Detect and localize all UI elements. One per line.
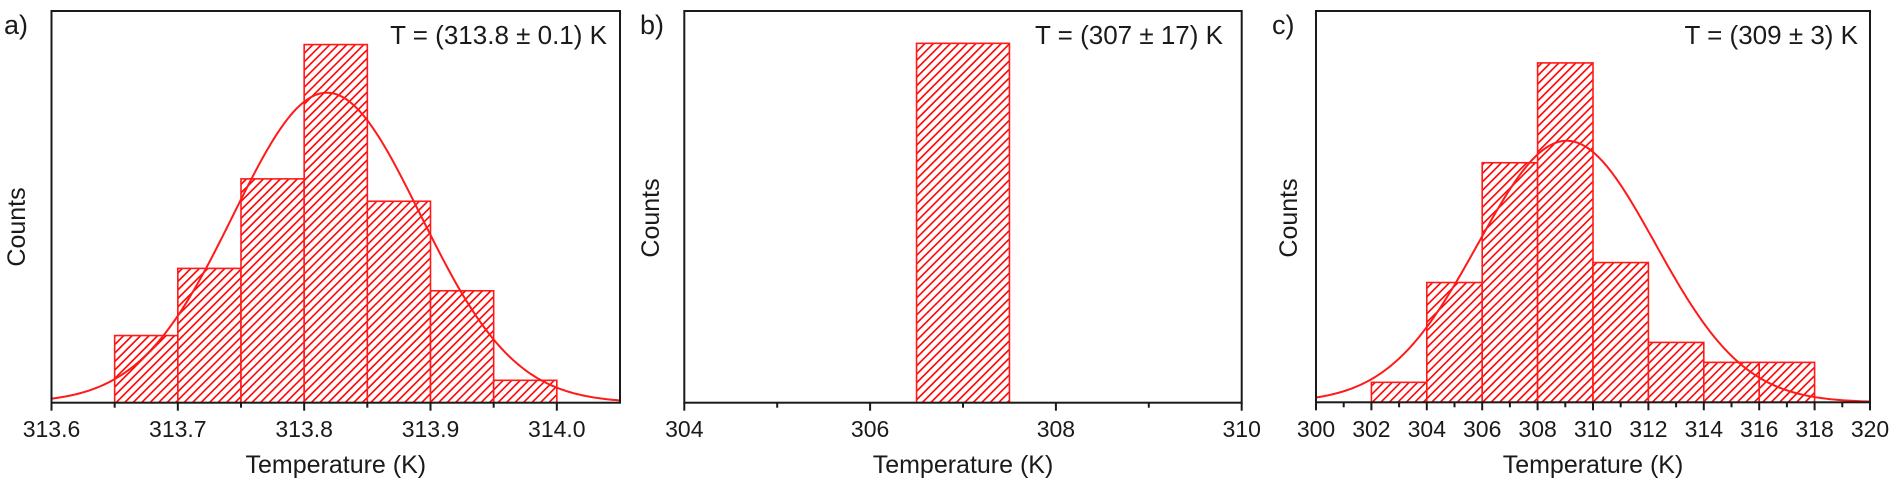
panel-label: a) xyxy=(4,10,28,40)
y-axis-title: Counts xyxy=(1275,178,1303,257)
x-tick-label: 313.6 xyxy=(23,416,81,442)
histogram-bar xyxy=(1647,341,1705,404)
bars-layer xyxy=(113,43,558,404)
gaussian-fit-curve xyxy=(51,91,621,402)
fit-annotation: T = (309 ± 3) K xyxy=(1685,20,1859,50)
x-axis-ticks: 300 302 304 306 308 310 312 314 316 318 320 xyxy=(1297,402,1889,442)
panel-c: c) 300 302 304 306 308 310 312 314 316 318 320 T =… xyxy=(1272,10,1889,479)
histogram-bar xyxy=(303,43,369,404)
fit-annotation: T = (307 ± 17) K xyxy=(1035,20,1224,50)
x-axis-title: Temperature (K) xyxy=(873,451,1054,479)
x-tick-label: 314.0 xyxy=(528,416,586,442)
x-tick-label: 312 xyxy=(1629,416,1667,442)
x-axis-title: Temperature (K) xyxy=(245,451,426,479)
x-tick-label: 318 xyxy=(1795,416,1833,442)
x-tick-label: 306 xyxy=(1463,416,1501,442)
x-axis-ticks: 304 306 308 310 xyxy=(665,402,1261,442)
panel-a: a) 313.6 313.7 313.8 313.9 314.0 T = (313.8 … xyxy=(3,10,621,479)
histogram-bar xyxy=(1536,62,1594,404)
histogram-bar xyxy=(1703,361,1761,404)
histogram-bar xyxy=(113,334,179,404)
x-tick-label: 304 xyxy=(1408,416,1447,442)
x-tick-label: 308 xyxy=(1037,416,1075,442)
x-tick-label: 320 xyxy=(1851,416,1889,442)
x-tick-label: 316 xyxy=(1740,416,1778,442)
y-axis-title: Counts xyxy=(3,187,31,266)
gaussian-fit-curve xyxy=(1315,139,1871,403)
histogram-bar xyxy=(177,267,242,404)
x-tick-label: 302 xyxy=(1352,416,1390,442)
x-tick-label: 314 xyxy=(1685,416,1724,442)
x-tick-label: 306 xyxy=(851,416,889,442)
bars-layer xyxy=(1370,62,1816,404)
bars-layer xyxy=(915,42,1011,404)
y-axis-title: Counts xyxy=(637,178,665,257)
plot-frame xyxy=(50,10,621,404)
histogram-bar xyxy=(1370,381,1428,404)
histogram-bar xyxy=(366,200,432,404)
histogram-bar xyxy=(1426,281,1484,404)
panel-label: b) xyxy=(640,10,664,40)
x-tick-label: 300 xyxy=(1297,416,1335,442)
histogram-bar xyxy=(915,42,1011,404)
x-tick-label: 310 xyxy=(1574,416,1612,442)
x-tick-label: 310 xyxy=(1223,416,1261,442)
histogram-bar xyxy=(240,178,305,404)
panel-label: c) xyxy=(1272,10,1295,40)
x-axis-ticks: 313.6 313.7 313.8 313.9 314.0 xyxy=(23,402,586,442)
histogram-bar xyxy=(1481,161,1539,404)
x-tick-label: 308 xyxy=(1518,416,1556,442)
x-tick-label: 313.9 xyxy=(402,416,460,442)
x-tick-label: 313.7 xyxy=(149,416,207,442)
x-axis-title: Temperature (K) xyxy=(1503,451,1684,479)
histogram-bar xyxy=(1592,261,1650,404)
panel-b: b) 304 306 308 310 T = (307 ± 17) K Tempera… xyxy=(637,10,1261,479)
x-tick-label: 313.8 xyxy=(275,416,333,442)
x-tick-label: 304 xyxy=(665,416,704,442)
histogram-bar xyxy=(429,289,495,404)
fit-annotation: T = (313.8 ± 0.1) K xyxy=(390,20,608,50)
